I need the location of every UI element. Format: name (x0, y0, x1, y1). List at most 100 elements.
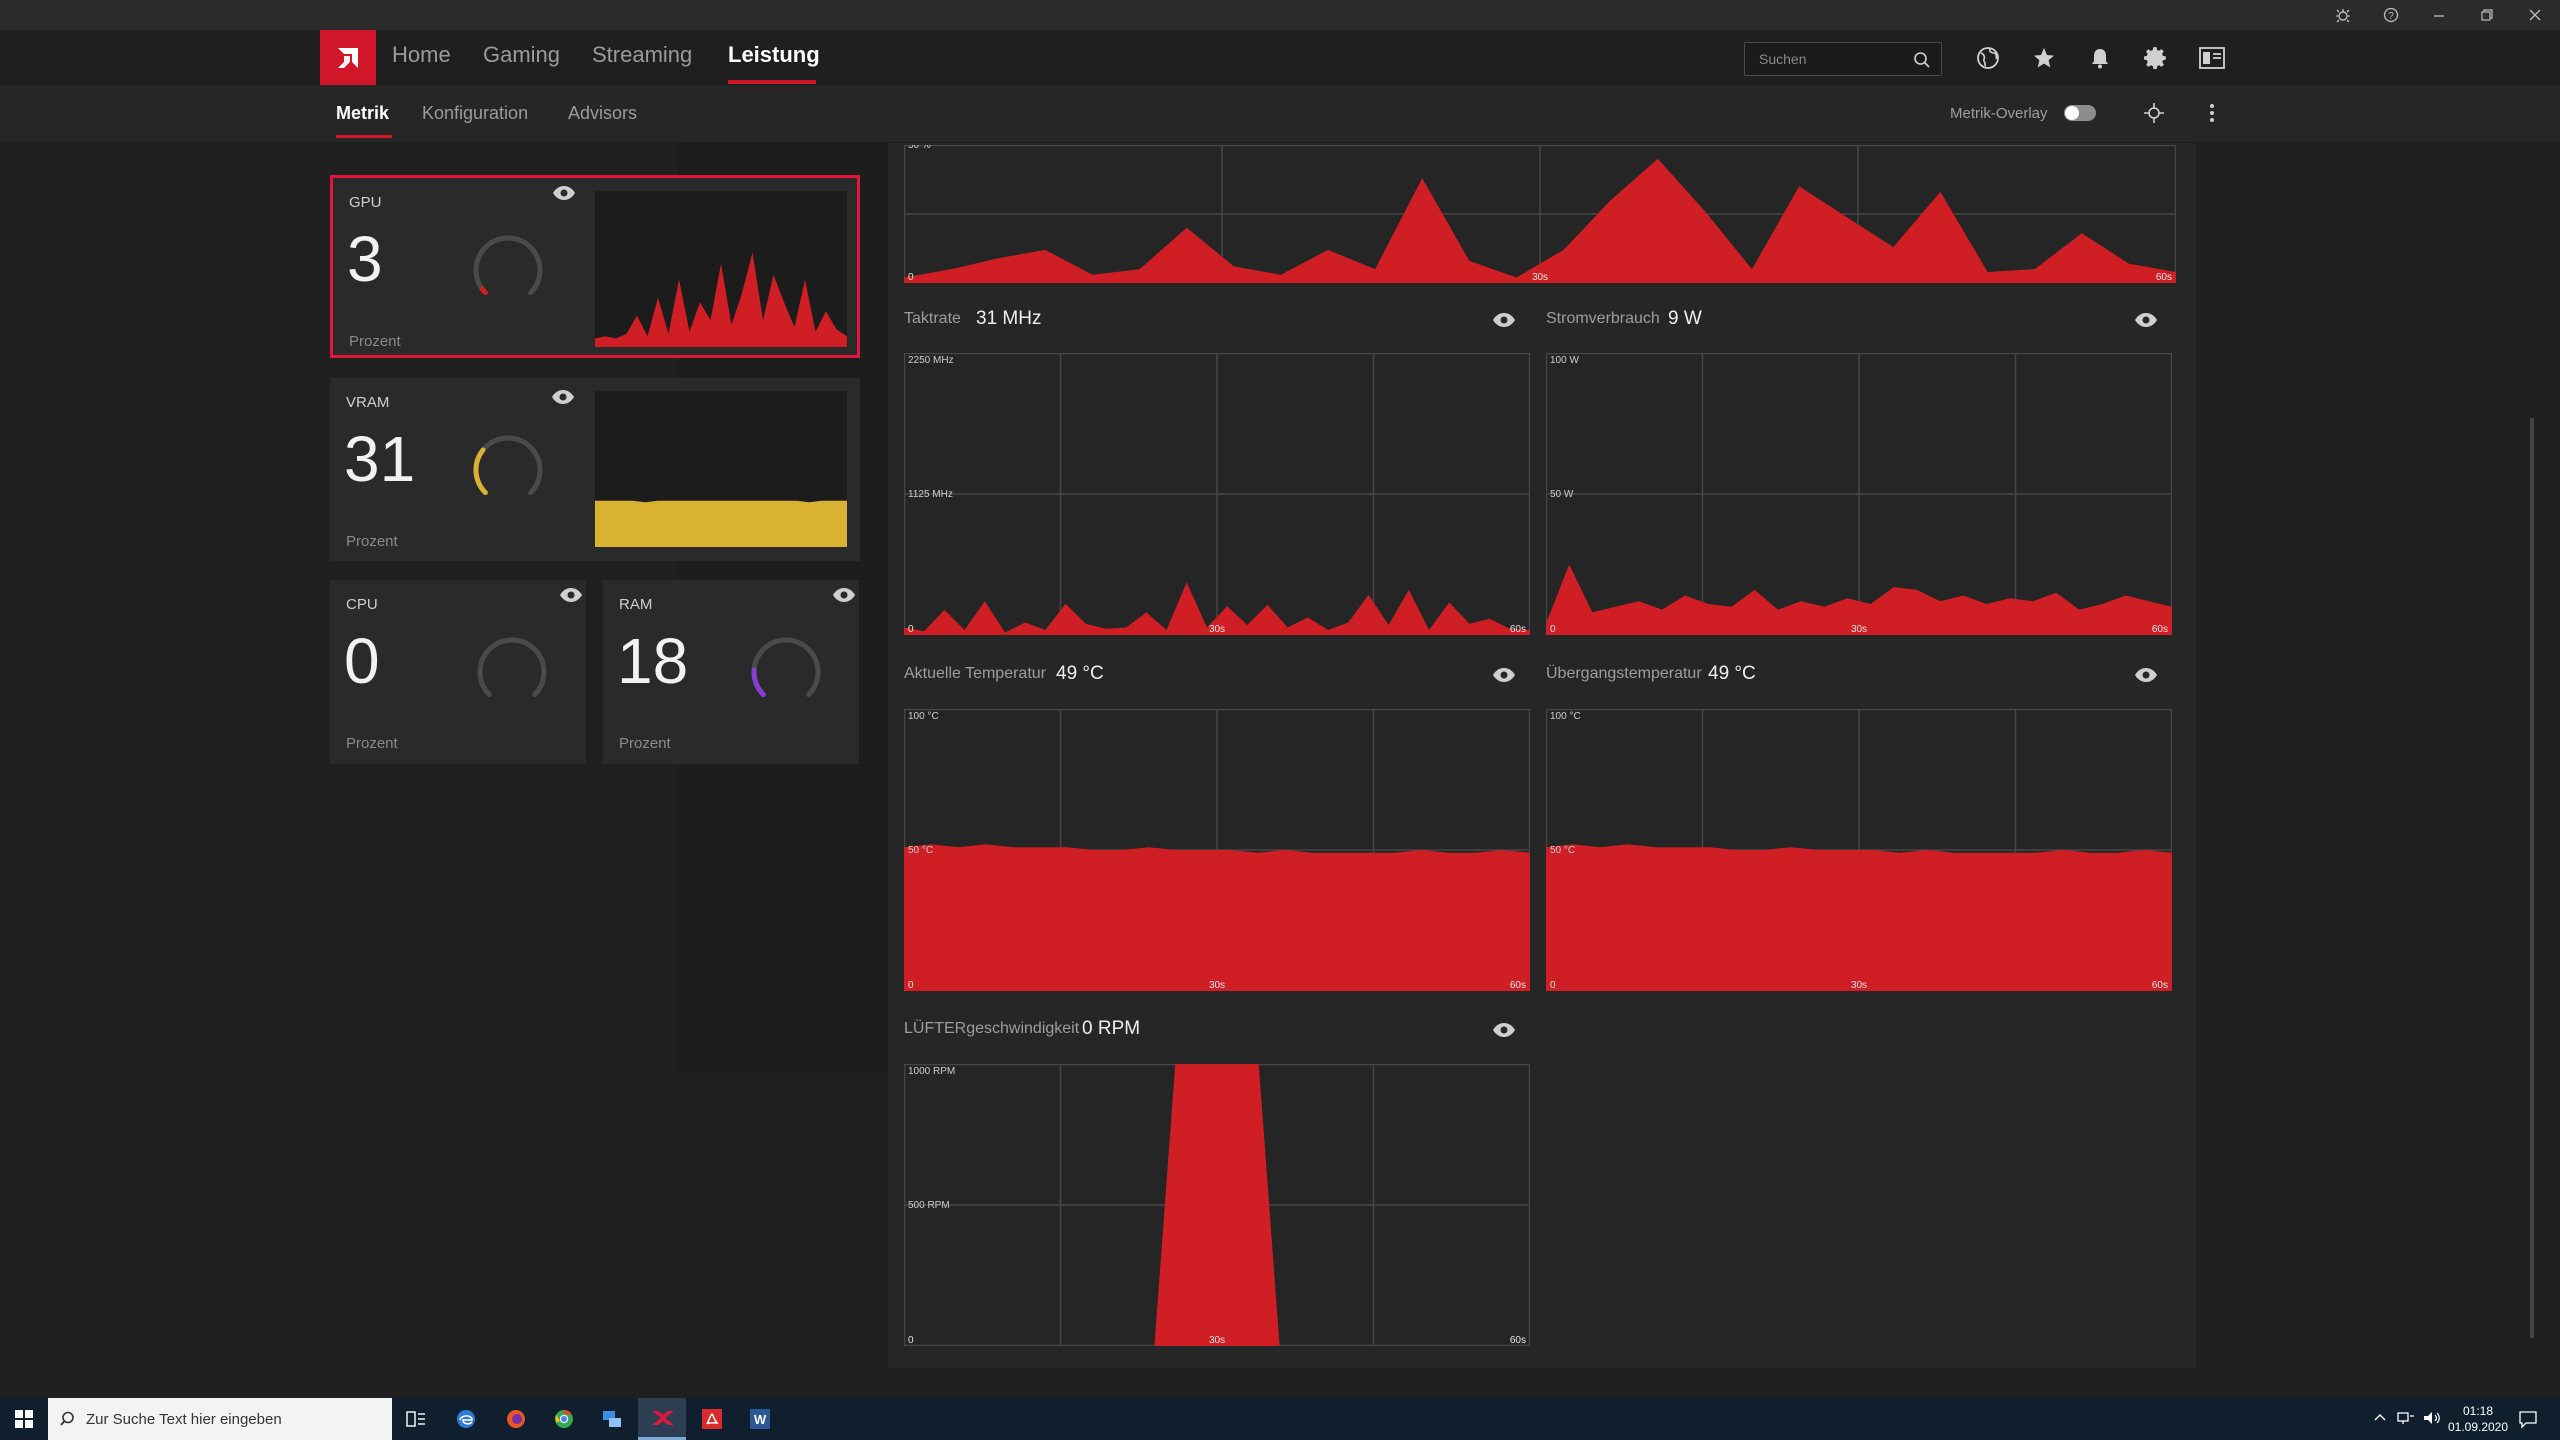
subtab-metrik[interactable]: Metrik (336, 103, 390, 123)
eye-icon[interactable] (558, 585, 584, 605)
y-tick-label: 1125 MHz (908, 489, 953, 500)
crosshair-icon[interactable] (2142, 101, 2166, 125)
taskbar-date: 01.09.2020 (2447, 1420, 2509, 1434)
search-icon[interactable] (1913, 51, 1931, 69)
taskbar-search-box[interactable] (48, 1398, 392, 1440)
clock-value: 31 MHz (976, 308, 1042, 329)
search-input[interactable] (1759, 49, 1909, 69)
task-view-icon[interactable] (392, 1398, 440, 1440)
eye-icon[interactable] (831, 585, 857, 605)
y-tick-label: 50 W (1550, 489, 1574, 500)
volume-icon[interactable] (2422, 1410, 2442, 1426)
globe-icon[interactable] (1972, 42, 2004, 74)
junction-temp-value: 49 °C (1708, 663, 1756, 684)
star-icon[interactable] (2028, 42, 2060, 74)
tray-chevron-up-icon[interactable] (2372, 1410, 2388, 1426)
network-icon[interactable] (2396, 1410, 2416, 1426)
gpu-card[interactable]: GPU 3 Prozent (330, 175, 860, 358)
eye-icon[interactable] (550, 387, 576, 407)
fan-label: LÜFTERgeschwindigkeit (904, 1020, 1080, 1037)
chrome-icon[interactable] (540, 1398, 588, 1440)
bell-icon[interactable] (2084, 42, 2116, 74)
help-icon[interactable]: ? (2368, 0, 2414, 30)
x-tick-label: 30s (1851, 980, 1867, 991)
subtab-advisors[interactable]: Advisors (568, 103, 638, 123)
minimize-button[interactable] (2416, 0, 2462, 30)
x-tick-label: 30s (1851, 624, 1867, 635)
vram-card-value: 31 (344, 423, 416, 495)
notification-center-icon[interactable] (2518, 1409, 2538, 1429)
eye-icon[interactable] (2133, 665, 2159, 685)
eye-icon[interactable] (1491, 310, 1517, 330)
search-box[interactable] (1744, 42, 1942, 76)
gpu-card-title: GPU (349, 194, 382, 211)
taskbar-search-input[interactable] (86, 1409, 376, 1429)
ram-card-value: 18 (617, 625, 689, 697)
power-chart-svg: 100 W 50 W 0 30s 60s (1545, 352, 2173, 636)
x-tick-label: 0 (908, 272, 914, 283)
x-tick-label: 0 (908, 1335, 914, 1346)
eye-icon[interactable] (1491, 665, 1517, 685)
fan-chart: 1000 RPM 500 RPM 0 30s 60s (903, 1063, 1531, 1347)
restore-button[interactable] (2464, 0, 2510, 30)
adobe-acrobat-icon[interactable] (688, 1398, 736, 1440)
cpu-card[interactable]: CPU 0 Prozent (330, 580, 586, 764)
gpu-card-value: 3 (347, 223, 383, 295)
chart-area-fan (904, 1064, 1530, 1346)
cpu-gauge (477, 637, 547, 698)
search-icon (60, 1411, 74, 1426)
windows-taskbar: W 01:18 01.09.2020 (0, 1398, 2560, 1440)
x-tick-label: 0 (908, 980, 914, 991)
nav-tab-gaming[interactable]: Gaming (483, 42, 561, 67)
windows-start-icon[interactable] (0, 1398, 48, 1440)
more-options-icon[interactable] (2200, 101, 2224, 125)
gauge-track (751, 637, 821, 698)
mini-chart-area (595, 252, 847, 347)
close-button[interactable] (2512, 0, 2558, 30)
x-tick-label: 60s (2156, 272, 2172, 283)
metric-overlay-toggle[interactable] (2064, 105, 2096, 121)
svg-text:?: ? (2388, 11, 2394, 22)
y-tick-label: 1000 RPM (908, 1066, 955, 1077)
eye-icon[interactable] (551, 183, 577, 203)
nav-tab-streaming[interactable]: Streaming (592, 42, 693, 67)
ram-card[interactable]: RAM 18 Prozent (603, 580, 859, 764)
scrollbar[interactable] (2530, 418, 2534, 1338)
gpu-card-unit: Prozent (349, 333, 401, 350)
bug-report-icon[interactable] (2320, 0, 2366, 30)
nav-tab-home[interactable]: Home (392, 42, 451, 67)
x-tick-label: 0 (908, 624, 914, 635)
y-tick-label: 2250 MHz (908, 355, 954, 366)
vram-gauge (473, 435, 543, 496)
taskbar-clock[interactable]: 01:18 01.09.2020 (2446, 1403, 2510, 1435)
chart-area-usage (904, 158, 2176, 283)
vram-card[interactable]: VRAM 31 Prozent (330, 378, 860, 561)
chart-area-clock (904, 582, 1530, 635)
amd-radeon-app-icon[interactable] (638, 1398, 686, 1440)
svg-text:W: W (754, 1412, 767, 1427)
network-app-icon[interactable] (588, 1398, 636, 1440)
chart-area-temp (904, 844, 1530, 991)
x-tick-label: 30s (1209, 624, 1225, 635)
vram-card-unit: Prozent (346, 533, 398, 550)
gpu-gauge (473, 235, 543, 296)
amd-logo[interactable] (320, 30, 376, 86)
edge-browser-icon[interactable] (442, 1398, 490, 1440)
y-tick-label: 100 °C (1550, 711, 1581, 722)
vram-card-title: VRAM (346, 394, 390, 411)
eye-icon[interactable] (2133, 310, 2159, 330)
gear-icon[interactable] (2140, 42, 2172, 74)
word-icon[interactable]: W (736, 1398, 784, 1440)
subtab-konfiguration[interactable]: Konfiguration (422, 103, 529, 123)
cpu-card-unit: Prozent (346, 735, 398, 752)
window-titlebar: ? (0, 0, 2560, 30)
firefox-icon[interactable] (492, 1398, 540, 1440)
temp-chart: 100 °C 50 °C 0 30s 60s (903, 708, 1531, 992)
eye-icon[interactable] (1491, 1020, 1517, 1040)
vram-mini-chart-svg (595, 500, 847, 547)
temp-chart-svg: 100 °C 50 °C 0 30s 60s (903, 708, 1531, 992)
gpu-mini-chart (595, 191, 847, 347)
account-icon[interactable] (2196, 42, 2228, 74)
cpu-card-value: 0 (344, 625, 380, 697)
nav-tab-leistung[interactable]: Leistung (728, 42, 820, 67)
